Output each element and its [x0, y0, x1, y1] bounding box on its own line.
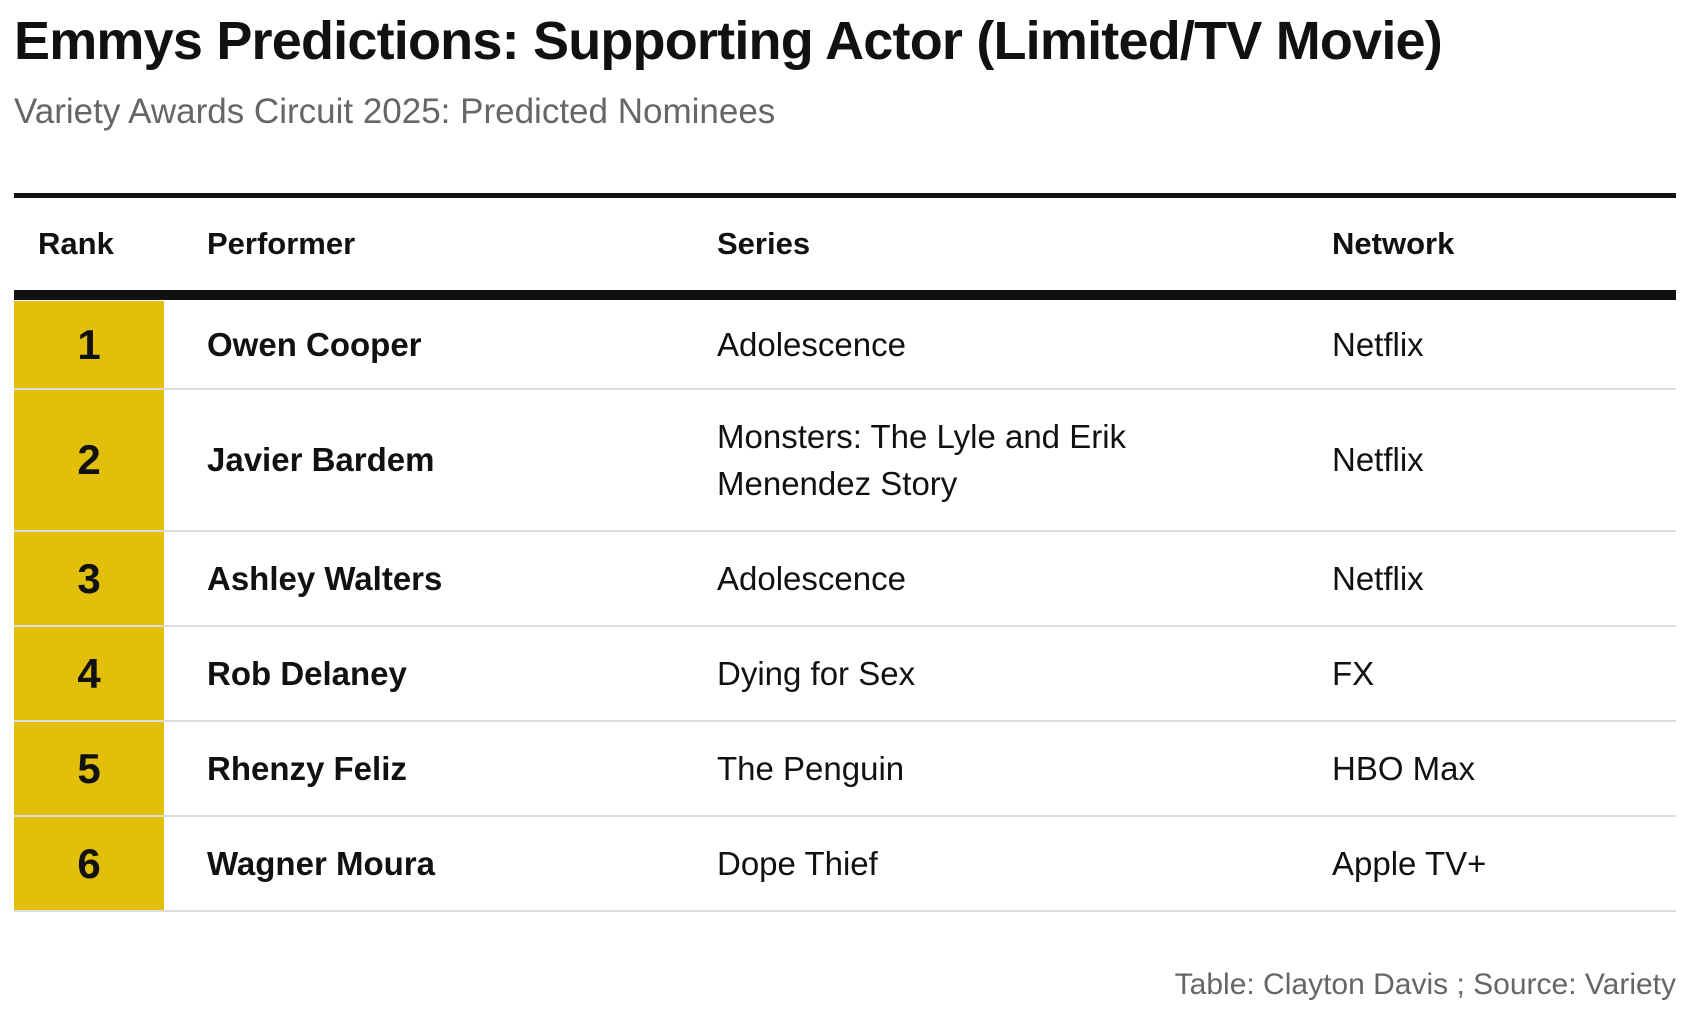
page-title: Emmys Predictions: Supporting Actor (Lim… [14, 11, 1443, 71]
table-row: 3 Ashley Walters Adolescence Netflix [14, 532, 1676, 627]
table-body: 1 Owen Cooper Adolescence Netflix 2 Javi… [14, 301, 1676, 912]
rank-cell: 4 [14, 627, 164, 720]
page-subtitle: Variety Awards Circuit 2025: Predicted N… [14, 92, 776, 131]
table-row: 4 Rob Delaney Dying for Sex FX [14, 627, 1676, 722]
performer-cell: Wagner Moura [207, 844, 435, 882]
performer-cell: Rob Delaney [207, 654, 407, 692]
table-row: 2 Javier Bardem Monsters: The Lyle and E… [14, 390, 1676, 532]
header-series: Series [717, 226, 811, 261]
series-cell: Adolescence [717, 560, 906, 597]
series-cell: The Penguin [717, 750, 905, 787]
rank-cell: 1 [14, 301, 164, 388]
performer-cell: Owen Cooper [207, 325, 422, 363]
performer-cell: Ashley Walters [207, 559, 443, 597]
network-cell: FX [1332, 654, 1375, 692]
network-cell: Netflix [1332, 441, 1424, 478]
network-cell: Netflix [1332, 559, 1424, 597]
network-cell: Netflix [1332, 325, 1424, 363]
rank-cell: 3 [14, 532, 164, 625]
network-cell: HBO Max [1332, 749, 1476, 787]
rank-cell: 5 [14, 722, 164, 815]
table-header-row: Rank Performer Series Network [14, 198, 1676, 300]
rank-cell: 2 [14, 390, 164, 530]
series-cell: Monsters: The Lyle and Erik Menendez Sto… [717, 418, 1127, 502]
series-cell: Dope Thief [717, 845, 878, 882]
table-row: 1 Owen Cooper Adolescence Netflix [14, 301, 1676, 390]
header-rank: Rank [38, 226, 114, 261]
source-credit: Table: Clayton Davis ; Source: Variety [1174, 968, 1676, 1001]
series-cell: Dying for Sex [717, 655, 916, 692]
performer-cell: Javier Bardem [207, 441, 435, 478]
performer-cell: Rhenzy Feliz [207, 749, 407, 787]
network-cell: Apple TV+ [1332, 844, 1487, 882]
header-network: Network [1332, 226, 1455, 261]
table-top-rule [14, 193, 1676, 198]
series-cell: Adolescence [717, 326, 906, 363]
table-row: 5 Rhenzy Feliz The Penguin HBO Max [14, 722, 1676, 817]
rank-cell: 6 [14, 817, 164, 910]
header-performer: Performer [207, 226, 356, 261]
table-row: 6 Wagner Moura Dope Thief Apple TV+ [14, 817, 1676, 912]
nominees-table: Rank Performer Series Network 1 Owen Coo… [14, 193, 1676, 912]
